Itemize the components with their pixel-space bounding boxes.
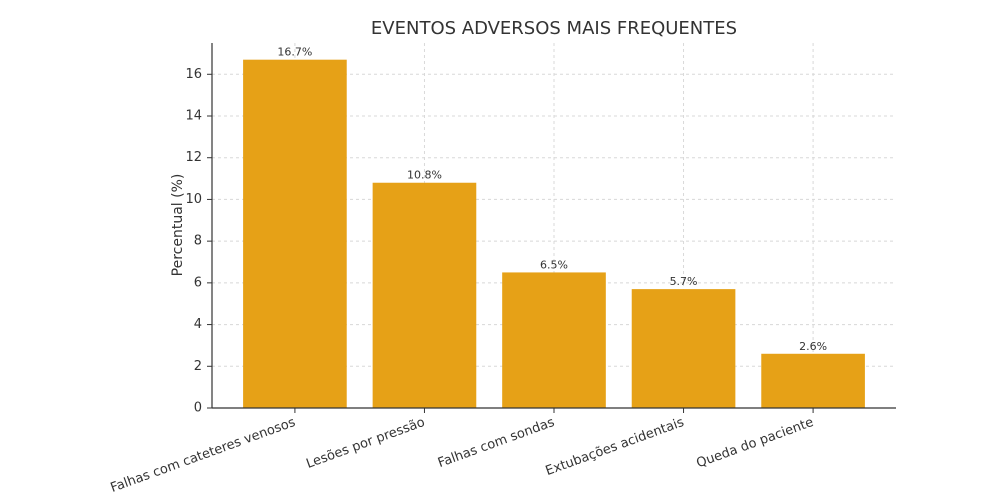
y-tick-label: 12 xyxy=(185,150,202,165)
value-label: 16.7% xyxy=(277,46,312,59)
y-tick-label: 4 xyxy=(194,317,202,332)
y-tick-label: 14 xyxy=(185,109,202,124)
bar xyxy=(761,353,865,408)
bar xyxy=(631,289,736,408)
x-tick-label: Lesões por pressão xyxy=(304,415,427,472)
bar xyxy=(502,272,606,408)
y-tick-label: 6 xyxy=(194,275,202,290)
value-label: 10.8% xyxy=(407,169,442,182)
y-axis-label: Percentual (%) xyxy=(170,174,186,277)
x-tick-label: Extubações acidentais xyxy=(544,415,687,479)
x-tick-label: Falhas com sondas xyxy=(436,415,557,471)
y-tick-label: 10 xyxy=(185,192,202,207)
bar xyxy=(372,182,477,408)
value-label: 6.5% xyxy=(540,258,568,271)
x-tick-label: Queda do paciente xyxy=(695,415,816,471)
y-tick-label: 2 xyxy=(194,359,202,374)
y-tick-label: 8 xyxy=(194,234,202,249)
value-label: 2.6% xyxy=(799,340,827,353)
bar xyxy=(243,59,347,408)
bar-layer xyxy=(243,59,865,408)
y-tick-label: 16 xyxy=(185,67,202,82)
x-tick-label: Falhas com cateteres venosos xyxy=(109,415,298,496)
value-label: 5.7% xyxy=(670,275,698,288)
y-tick-label: 0 xyxy=(194,401,202,416)
chart-title: EVENTOS ADVERSOS MAIS FREQUENTES xyxy=(371,18,737,39)
